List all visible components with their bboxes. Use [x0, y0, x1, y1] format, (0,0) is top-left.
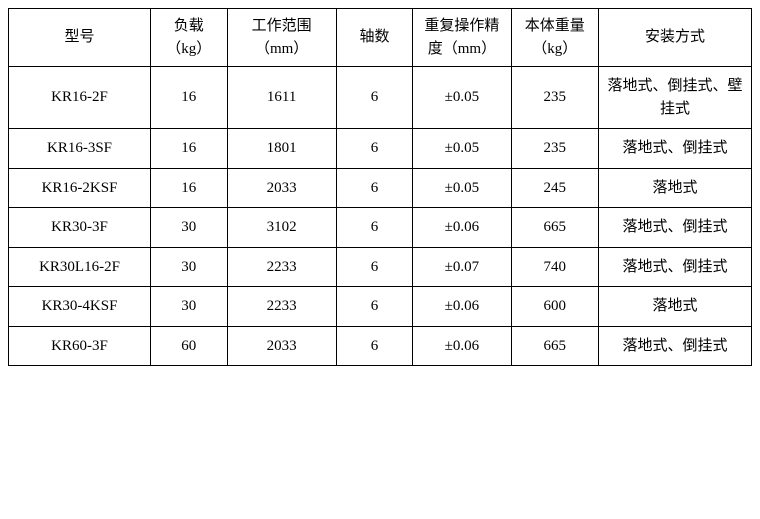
header-load: 负载 （kg）	[151, 9, 227, 67]
cell-precision: ±0.05	[413, 168, 511, 208]
cell-precision: ±0.05	[413, 67, 511, 129]
cell-axes: 6	[336, 287, 412, 327]
cell-precision: ±0.06	[413, 208, 511, 248]
cell-model: KR16-3SF	[9, 129, 151, 169]
cell-axes: 6	[336, 129, 412, 169]
cell-range: 2033	[227, 326, 336, 366]
cell-weight: 665	[511, 326, 598, 366]
table-row: KR16-2F 16 1611 6 ±0.05 235 落地式、倒挂式、壁挂式	[9, 67, 752, 129]
header-precision: 重复操作精度（mm）	[413, 9, 511, 67]
header-model: 型号	[9, 9, 151, 67]
cell-install: 落地式、倒挂式	[598, 208, 751, 248]
cell-model: KR16-2KSF	[9, 168, 151, 208]
cell-install: 落地式、倒挂式	[598, 129, 751, 169]
cell-load: 30	[151, 247, 227, 287]
header-load-label: 负载	[174, 18, 204, 34]
cell-range: 2233	[227, 287, 336, 327]
header-axes: 轴数	[336, 9, 412, 67]
table-header-row: 型号 负载 （kg） 工作范围 （mm） 轴数 重复操作精度（mm） 本体重量（…	[9, 9, 752, 67]
cell-model: KR30-4KSF	[9, 287, 151, 327]
cell-load: 60	[151, 326, 227, 366]
cell-load: 16	[151, 67, 227, 129]
cell-model: KR30L16-2F	[9, 247, 151, 287]
cell-range: 1611	[227, 67, 336, 129]
cell-range: 1801	[227, 129, 336, 169]
cell-install: 落地式	[598, 287, 751, 327]
cell-model: KR16-2F	[9, 67, 151, 129]
table-row: KR30-3F 30 3102 6 ±0.06 665 落地式、倒挂式	[9, 208, 752, 248]
cell-axes: 6	[336, 168, 412, 208]
cell-install: 落地式、倒挂式	[598, 326, 751, 366]
table-row: KR60-3F 60 2033 6 ±0.06 665 落地式、倒挂式	[9, 326, 752, 366]
cell-model: KR60-3F	[9, 326, 151, 366]
cell-precision: ±0.06	[413, 326, 511, 366]
cell-load: 30	[151, 287, 227, 327]
cell-weight: 245	[511, 168, 598, 208]
cell-axes: 6	[336, 67, 412, 129]
cell-install: 落地式	[598, 168, 751, 208]
cell-install: 落地式、倒挂式、壁挂式	[598, 67, 751, 129]
table-row: KR30L16-2F 30 2233 6 ±0.07 740 落地式、倒挂式	[9, 247, 752, 287]
cell-weight: 600	[511, 287, 598, 327]
cell-precision: ±0.06	[413, 287, 511, 327]
cell-axes: 6	[336, 326, 412, 366]
cell-weight: 740	[511, 247, 598, 287]
table-row: KR30-4KSF 30 2233 6 ±0.06 600 落地式	[9, 287, 752, 327]
cell-load: 16	[151, 168, 227, 208]
header-install: 安装方式	[598, 9, 751, 67]
table-row: KR16-3SF 16 1801 6 ±0.05 235 落地式、倒挂式	[9, 129, 752, 169]
cell-load: 30	[151, 208, 227, 248]
table-row: KR16-2KSF 16 2033 6 ±0.05 245 落地式	[9, 168, 752, 208]
header-range-label: 工作范围	[252, 18, 312, 34]
cell-weight: 665	[511, 208, 598, 248]
cell-axes: 6	[336, 247, 412, 287]
cell-load: 16	[151, 129, 227, 169]
cell-precision: ±0.05	[413, 129, 511, 169]
cell-install: 落地式、倒挂式	[598, 247, 751, 287]
cell-range: 2233	[227, 247, 336, 287]
header-load-unit: （kg）	[166, 41, 211, 57]
table-body: KR16-2F 16 1611 6 ±0.05 235 落地式、倒挂式、壁挂式 …	[9, 67, 752, 366]
cell-model: KR30-3F	[9, 208, 151, 248]
cell-axes: 6	[336, 208, 412, 248]
robot-specs-table: 型号 负载 （kg） 工作范围 （mm） 轴数 重复操作精度（mm） 本体重量（…	[8, 8, 752, 366]
cell-weight: 235	[511, 129, 598, 169]
header-weight: 本体重量（kg）	[511, 9, 598, 67]
cell-range: 3102	[227, 208, 336, 248]
cell-weight: 235	[511, 67, 598, 129]
cell-range: 2033	[227, 168, 336, 208]
header-range: 工作范围 （mm）	[227, 9, 336, 67]
cell-precision: ±0.07	[413, 247, 511, 287]
header-range-unit: （mm）	[255, 41, 308, 57]
